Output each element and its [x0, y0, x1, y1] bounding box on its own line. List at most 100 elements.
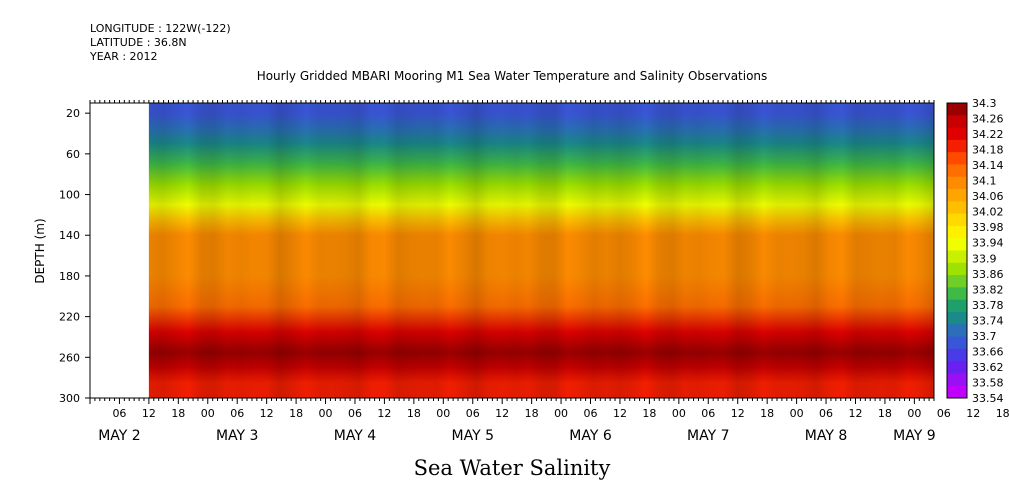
- chart-subtitle: Sea Water Salinity: [414, 456, 611, 480]
- x-hour-label: 12: [260, 407, 274, 420]
- colorbar-swatch: [947, 373, 967, 387]
- latitude-label: LATITUDE : 36.8N: [90, 36, 187, 49]
- x-hour-label: 18: [407, 407, 421, 420]
- header-info: LONGITUDE : 122W(-122) LATITUDE : 36.8N …: [90, 22, 231, 64]
- x-day-label: MAY 7: [687, 428, 729, 444]
- colorbar-label: 34.02: [972, 206, 1004, 219]
- x-hour-label: 12: [495, 407, 509, 420]
- y-tick-label: 180: [59, 270, 80, 283]
- colorbar-swatch: [947, 250, 967, 264]
- x-hour-label: 06: [348, 407, 362, 420]
- colorbar-swatch: [947, 299, 967, 313]
- x-hour-label: 06: [937, 407, 951, 420]
- y-tick-label: 20: [66, 107, 80, 120]
- x-hour-label: 00: [554, 407, 568, 420]
- y-axis-label: DEPTH (m): [33, 218, 47, 283]
- x-hour-label: 18: [642, 407, 656, 420]
- y-tick-label: 100: [59, 189, 80, 202]
- colorbar-label: 33.86: [972, 268, 1004, 281]
- x-hour-label: 00: [907, 407, 921, 420]
- colorbar-label: 33.54: [972, 392, 1004, 405]
- y-axis: 20 60 100 140 180 220 260 300: [59, 107, 90, 405]
- y-tick-label: 260: [59, 351, 80, 364]
- colorbar-swatch: [947, 213, 967, 227]
- salinity-texture: [148, 103, 934, 398]
- x-hour-label: 18: [878, 407, 892, 420]
- colorbar-swatch: [947, 361, 967, 374]
- colorbar-swatch: [947, 238, 967, 251]
- colorbar-label: 33.82: [972, 283, 1004, 296]
- longitude-label: LONGITUDE : 122W(-122): [90, 22, 231, 35]
- colorbar-swatch: [947, 189, 967, 202]
- colorbar-label: 34.1: [972, 175, 997, 188]
- colorbar-swatch: [947, 103, 967, 116]
- x-hour-label: 12: [142, 407, 156, 420]
- x-day-label: MAY 2: [98, 428, 140, 444]
- colorbar-swatch: [947, 201, 967, 215]
- colorbar-swatch: [947, 225, 967, 239]
- year-label: YEAR : 2012: [90, 50, 158, 63]
- colorbar-label: 33.98: [972, 221, 1004, 234]
- y-tick-label: 140: [59, 229, 80, 242]
- x-day-label: MAY 6: [569, 428, 612, 444]
- colorbar: 34.3 34.26 34.22 34.18 34.14 34.1 34.06 34.02 33…: [946, 97, 1004, 405]
- colorbar-label: 33.78: [972, 299, 1004, 312]
- colorbar-label: 34.06: [972, 190, 1004, 203]
- colorbar-label: 33.74: [972, 314, 1004, 327]
- x-day-label: MAY 8: [805, 428, 847, 444]
- y-tick-label: 60: [66, 148, 80, 161]
- colorbar-swatch: [947, 164, 967, 178]
- plot-area: [89, 102, 935, 399]
- colorbar-swatch: [947, 115, 967, 129]
- x-hour-label: 12: [731, 407, 745, 420]
- colorbar-swatch: [947, 176, 967, 190]
- colorbar-frame: [946, 102, 968, 399]
- x-day-label: MAY 9: [893, 428, 935, 444]
- colorbar-swatch: [947, 385, 967, 399]
- colorbar-swatch: [947, 287, 967, 301]
- x-hour-label: 06: [701, 407, 715, 420]
- x-hour-label: 12: [613, 407, 627, 420]
- x-day-label: MAY 5: [452, 428, 494, 444]
- colorbar-label: 33.58: [972, 376, 1004, 389]
- colorbar-swatch: [947, 311, 967, 325]
- x-hour-label: 18: [525, 407, 539, 420]
- colorbar-label: 34.18: [972, 144, 1004, 157]
- x-hour-label: 06: [230, 407, 244, 420]
- colorbar-label: 33.94: [972, 237, 1004, 250]
- x-hour-label: 00: [672, 407, 686, 420]
- x-day-label: MAY 4: [334, 428, 377, 444]
- colorbar-swatch: [947, 152, 967, 165]
- colorbar-swatch: [947, 262, 967, 276]
- x-hour-label: 18: [996, 407, 1009, 420]
- colorbar-label: 34.26: [972, 113, 1004, 126]
- x-hour-label: 00: [436, 407, 450, 420]
- colorbar-label: 33.7: [972, 330, 997, 343]
- x-hour-label: 06: [584, 407, 598, 420]
- colorbar-swatch: [947, 139, 967, 153]
- x-axis: 06 12 18 00 06 12 18 00 06 12 18 00 06 12 18 00 06 12 18 00…: [89, 100, 1009, 444]
- colorbar-label: 33.9: [972, 252, 997, 265]
- x-hour-label: 06: [112, 407, 126, 420]
- colorbar-label: 34.3: [972, 97, 997, 110]
- colorbar-swatch: [947, 348, 967, 362]
- x-hour-label: 18: [289, 407, 303, 420]
- x-hour-label: 18: [171, 407, 185, 420]
- x-hour-label: 18: [760, 407, 774, 420]
- colorbar-label: 34.14: [972, 159, 1004, 172]
- x-hour-label: 12: [966, 407, 980, 420]
- x-hour-label: 06: [466, 407, 480, 420]
- colorbar-label: 33.66: [972, 345, 1004, 358]
- colorbar-swatch: [947, 127, 967, 141]
- x-hour-label: 00: [319, 407, 333, 420]
- y-tick-label: 220: [59, 311, 80, 324]
- x-hour-label: 12: [377, 407, 391, 420]
- colorbar-label: 33.62: [972, 361, 1004, 374]
- colorbar-swatch: [947, 324, 967, 338]
- x-hour-label: 00: [790, 407, 804, 420]
- colorbar-swatch: [947, 275, 967, 288]
- chart-title: Hourly Gridded MBARI Mooring M1 Sea Wate…: [257, 69, 768, 83]
- x-hour-label: 00: [201, 407, 215, 420]
- x-hour-label: 12: [848, 407, 862, 420]
- x-hour-label: 06: [819, 407, 833, 420]
